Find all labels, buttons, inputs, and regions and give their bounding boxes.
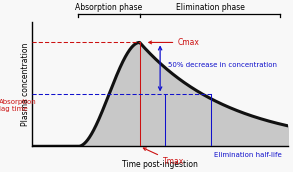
Text: 50% decrease in concentration: 50% decrease in concentration: [168, 62, 277, 68]
Text: Absorption
lag time: Absorption lag time: [0, 99, 37, 111]
Text: Elimination half-life: Elimination half-life: [214, 152, 282, 158]
Text: Elimination phase: Elimination phase: [176, 3, 244, 12]
Y-axis label: Plasma concentration: Plasma concentration: [21, 43, 30, 126]
Text: Cmax: Cmax: [178, 38, 200, 47]
Text: Tmax: Tmax: [163, 157, 184, 166]
Text: Absorption phase: Absorption phase: [75, 3, 143, 12]
X-axis label: Time post-ingestion: Time post-ingestion: [122, 160, 198, 169]
